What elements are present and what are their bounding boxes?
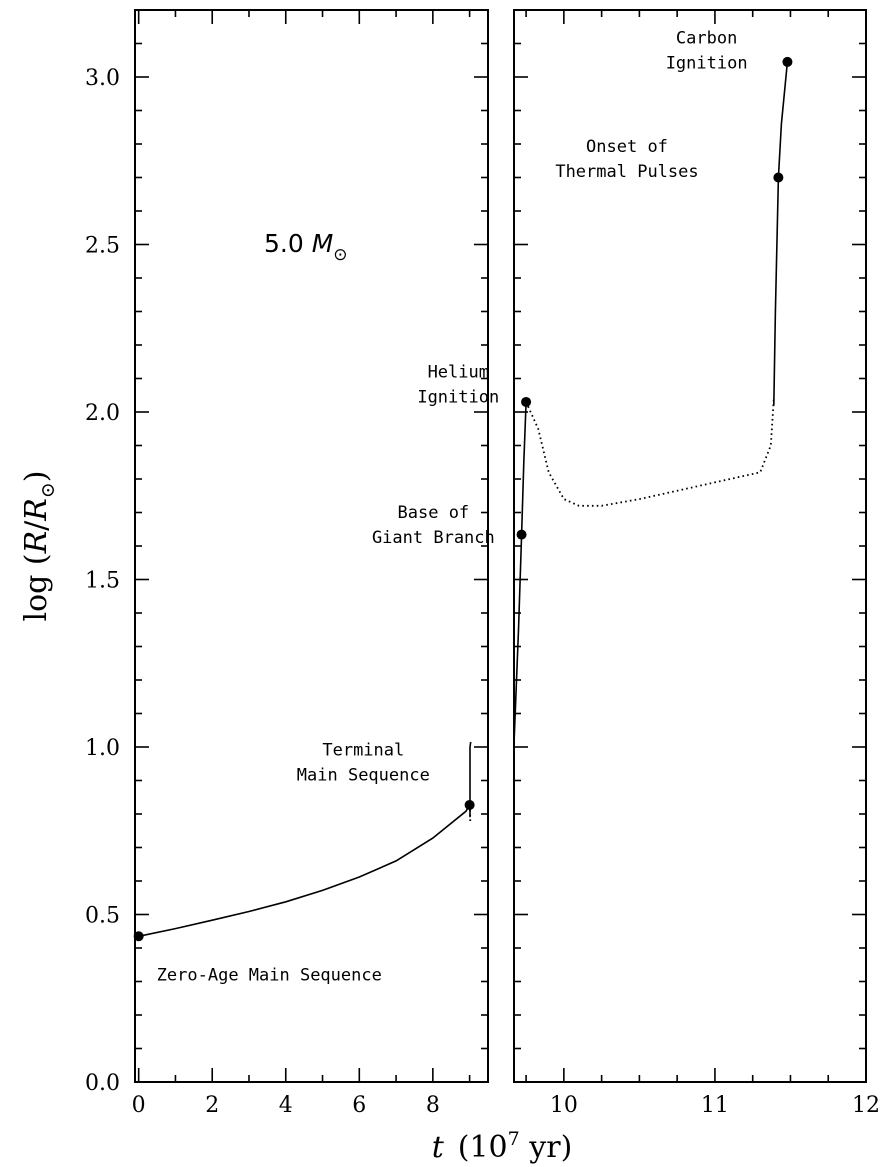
y-axis-label-r: R (19, 531, 54, 555)
evolution-track (138, 61, 789, 938)
y-tick-label: 2.5 (85, 234, 120, 259)
track-segment-dotted (525, 398, 775, 507)
milestone-markers (133, 56, 793, 942)
milestone-label: Ignition (417, 387, 499, 407)
x-tick-label: 2 (205, 1093, 219, 1118)
milestone-point (464, 799, 475, 810)
y-tick-label: 3.0 (85, 66, 120, 91)
milestone-label: Onset of (586, 137, 668, 157)
x-tick-label: 8 (426, 1093, 440, 1118)
y-tick-label: 2.0 (85, 401, 120, 426)
x-tick-label: 0 (132, 1093, 146, 1118)
y-tick-label: 1.0 (85, 736, 120, 761)
y-tick-label: 0.5 (85, 904, 120, 929)
x-axis: 0 2 4 6 8 10 11 12 (132, 10, 880, 1118)
mass-value: 5.0 (264, 229, 312, 258)
milestone-point (516, 529, 527, 540)
milestone-label: Ignition (666, 53, 748, 73)
y-axis: 0.0 0.5 1.0 1.5 2.0 2.5 3.0 (85, 9, 866, 1096)
y-axis-label-prefix: log ( (19, 553, 54, 621)
y-axis-label-end: ) (19, 470, 54, 482)
mass-sun-symbol: ⊙ (333, 245, 347, 265)
milestone-point (782, 56, 793, 67)
milestone-label: Carbon (676, 28, 737, 48)
x-axis-label: t (107 yr) (432, 1128, 573, 1165)
y-axis-label: log (R/R⊙) (19, 470, 59, 621)
x-tick-label: 6 (352, 1093, 366, 1118)
milestone-label: Terminal (322, 740, 404, 760)
track-segment (138, 804, 471, 938)
x-tick-label: 4 (279, 1093, 293, 1118)
x-axis-label-unit: (10 (458, 1130, 508, 1165)
milestone-label: Giant Branch (372, 528, 495, 548)
mass-symbol: M (312, 229, 334, 258)
x-tick-label: 12 (852, 1093, 880, 1118)
x-tick-label: 10 (550, 1093, 578, 1118)
milestone-labels: Zero-Age Main Sequence Terminal Main Seque… (157, 28, 748, 985)
y-tick-label: 0.0 (85, 1071, 120, 1096)
milestone-label: Thermal Pulses (555, 162, 698, 182)
y-axis-label-slash: / (19, 520, 54, 531)
milestone-point (773, 172, 784, 183)
y-axis-label-sun: ⊙ (37, 482, 59, 498)
milestone-label: Helium (428, 362, 489, 382)
track-segment (773, 61, 789, 406)
x-tick-label: 11 (701, 1093, 729, 1118)
y-axis-label-rsun: R (19, 498, 54, 522)
track-segment (513, 401, 527, 744)
milestone-label: Base of (398, 503, 470, 523)
milestone-point (521, 396, 532, 407)
milestone-label: Main Sequence (297, 765, 430, 785)
milestone-point (133, 931, 144, 942)
x-axis-label-end: yr) (520, 1130, 573, 1165)
y-tick-label: 1.5 (85, 569, 120, 594)
mass-label: 5.0 M⊙ (264, 229, 348, 265)
x-axis-label-variable: t (432, 1130, 445, 1165)
x-axis-label-exponent: 7 (508, 1128, 520, 1150)
milestone-label: Zero-Age Main Sequence (157, 965, 382, 985)
track-segment (469, 741, 472, 818)
